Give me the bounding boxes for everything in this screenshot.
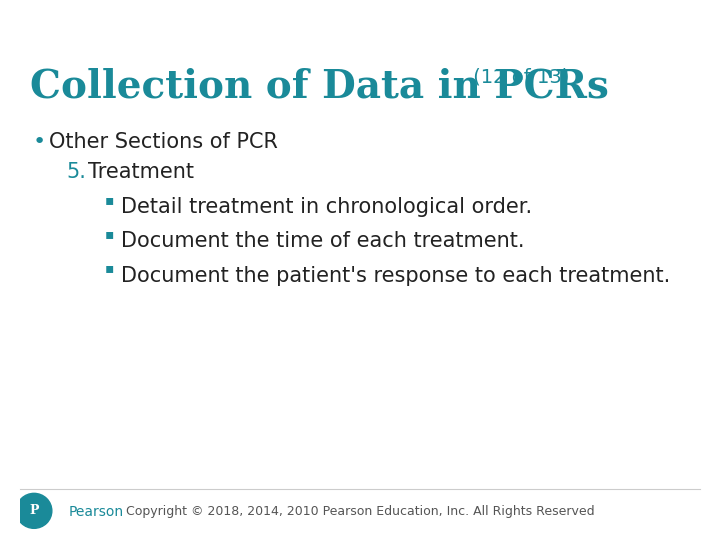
Text: Copyright © 2018, 2014, 2010 Pearson Education, Inc. All Rights Reserved: Copyright © 2018, 2014, 2010 Pearson Edu… [126, 505, 594, 518]
Text: Pearson: Pearson [68, 505, 124, 519]
Text: Collection of Data in PCRs: Collection of Data in PCRs [30, 68, 609, 105]
Text: ▪: ▪ [104, 227, 114, 241]
Text: P: P [30, 504, 39, 517]
Text: •: • [32, 132, 45, 152]
Text: Detail treatment in chronological order.: Detail treatment in chronological order. [121, 197, 532, 217]
Text: Other Sections of PCR: Other Sections of PCR [49, 132, 278, 152]
Text: ▪: ▪ [104, 193, 114, 207]
Text: ▪: ▪ [104, 261, 114, 275]
Text: 5.: 5. [66, 162, 86, 182]
Circle shape [16, 494, 52, 528]
Text: (12 of 13): (12 of 13) [467, 68, 569, 86]
Text: Document the patient's response to each treatment.: Document the patient's response to each … [121, 266, 670, 286]
Text: Document the time of each treatment.: Document the time of each treatment. [121, 231, 524, 251]
Text: Treatment: Treatment [88, 162, 194, 182]
